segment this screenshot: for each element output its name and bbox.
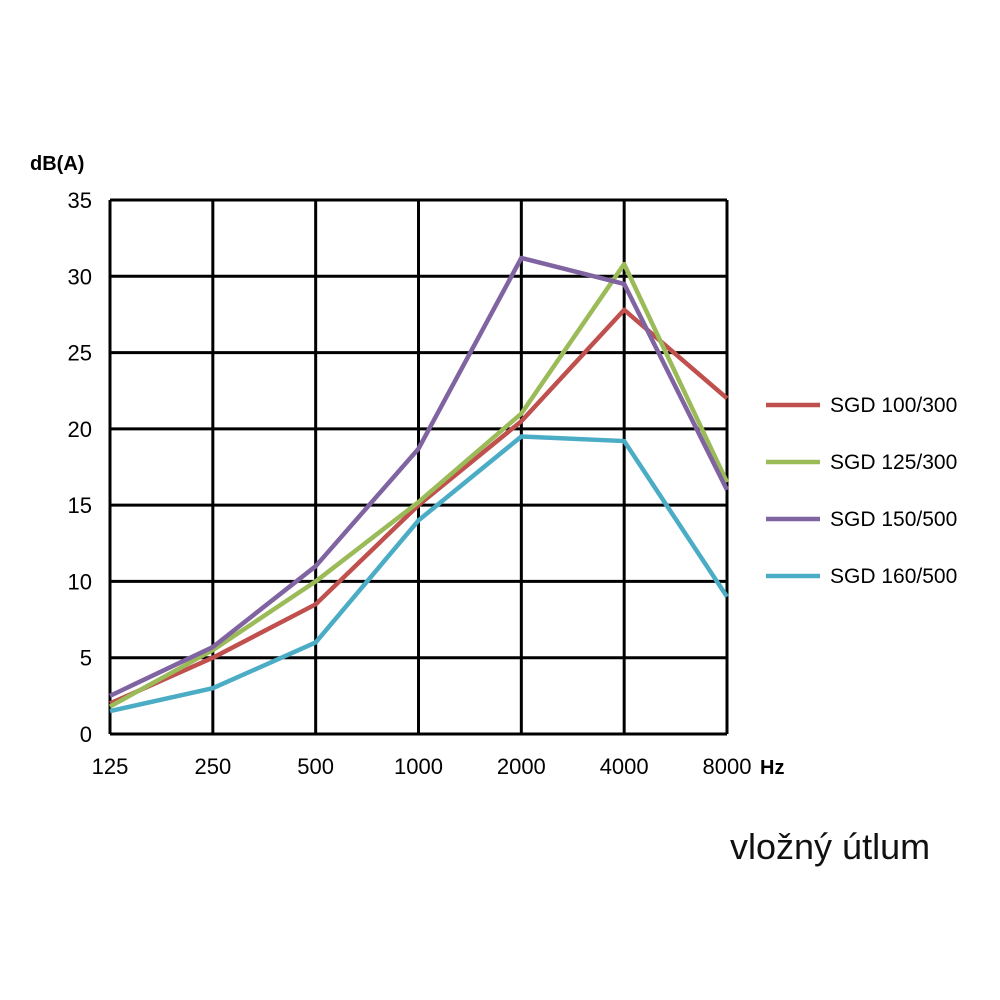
legend-label: SGD 125/300 (830, 451, 957, 474)
x-tick-label: 1000 (394, 754, 443, 779)
x-tick-label: 8000 (703, 754, 752, 779)
series-line-4 (109, 434, 729, 714)
x-tick-label: 4000 (600, 754, 649, 779)
y-tick-label: 5 (80, 646, 92, 671)
y-tick-label: 0 (80, 722, 92, 747)
x-tick-label: 500 (297, 754, 334, 779)
x-tick-label: 250 (194, 754, 231, 779)
legend-label: SGD 160/500 (830, 565, 957, 588)
series-lines (108, 255, 730, 714)
legend-label: SGD 100/300 (830, 394, 957, 417)
legend: SGD 100/300 SGD 125/300 SGD 150/500 SGD 160… (766, 394, 957, 588)
series-line-3 (109, 255, 730, 698)
x-tick-label: 2000 (497, 754, 546, 779)
x-tick-label: 125 (92, 754, 129, 779)
y-tick-label: 30 (68, 264, 92, 289)
y-tick-label: 20 (68, 417, 92, 442)
chart-caption: vložný útlum (730, 826, 931, 867)
series-line-2 (108, 261, 730, 709)
series-line-1 (109, 307, 729, 706)
x-axis-unit-label: Hz (760, 757, 784, 779)
y-tick-label: 15 (68, 493, 92, 518)
y-tick-label: 25 (68, 341, 92, 366)
legend-label: SGD 150/500 (830, 508, 957, 531)
y-tick-label: 10 (68, 569, 92, 594)
y-tick-label: 35 (68, 188, 92, 213)
y-axis-ticks: 0 5 10 15 20 25 30 35 (68, 188, 92, 747)
x-axis-ticks: 125 250 500 1000 2000 4000 8000 (92, 754, 752, 779)
y-axis-unit-label: dB(A) (30, 153, 84, 175)
